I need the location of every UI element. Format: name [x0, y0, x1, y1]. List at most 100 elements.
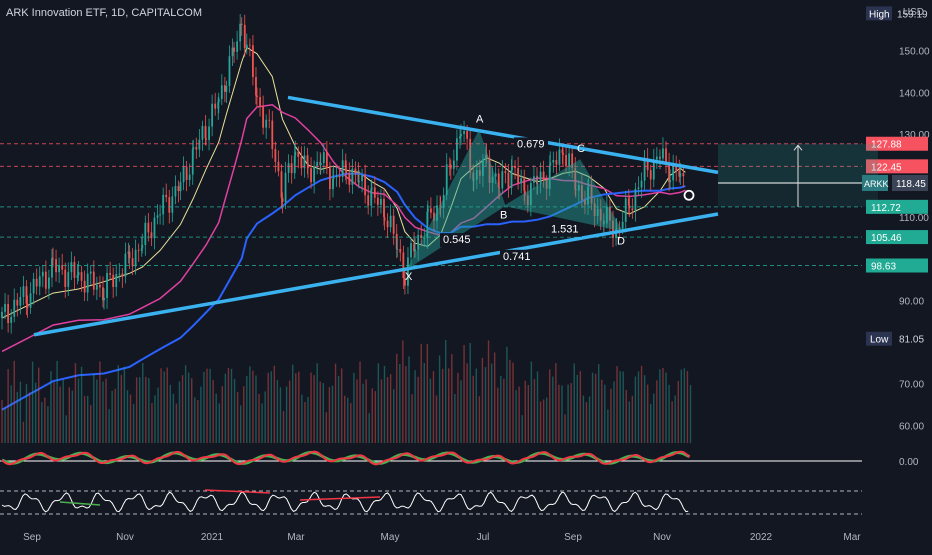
ratio-label-bg [548, 222, 582, 237]
volume-bar [423, 362, 425, 443]
candle-body [520, 178, 523, 184]
volume-bar [93, 373, 95, 443]
candle-body [587, 186, 590, 188]
ratio-label-bg [500, 249, 534, 264]
volume-bar [607, 409, 609, 443]
candle-body [590, 186, 593, 204]
candle-body [504, 171, 507, 173]
candle-body [188, 174, 191, 181]
candle-body [131, 258, 134, 267]
time-axis[interactable]: Sep Nov 2021 Mar May Jul Sep Nov 2022 Mar [23, 532, 861, 543]
volume-bar [674, 395, 676, 443]
volume-bar [77, 378, 80, 443]
volume-bar [481, 357, 484, 443]
candle-body [552, 160, 555, 163]
candle-body [548, 165, 551, 189]
price-tick-label: 130.00 [899, 130, 930, 141]
time-tick-label: Mar [287, 532, 305, 543]
candle-body [115, 274, 118, 288]
candle-body [472, 179, 475, 181]
volume-bar [573, 363, 575, 443]
candle-body [102, 287, 104, 301]
divergence-line [59, 501, 101, 506]
rsi-line[interactable] [1, 491, 689, 513]
volume-bar [598, 364, 600, 443]
candle-body [262, 106, 265, 128]
oscillator-line-red [1, 450, 691, 466]
volume-bar [386, 377, 389, 443]
candle-body [61, 265, 64, 270]
candle-body [127, 251, 130, 254]
last-price-label: 118.45 [896, 179, 926, 190]
candle-body [459, 136, 461, 139]
candle-body [13, 299, 16, 317]
volume-bar [591, 372, 594, 443]
candle-body [367, 195, 370, 206]
candles[interactable] [1, 14, 685, 334]
candle-body [52, 258, 54, 260]
pattern-ratio-label: 0.679 [517, 138, 545, 150]
pattern-point-x: X [405, 271, 413, 283]
candle-body [627, 198, 630, 206]
volume-bar [487, 340, 490, 443]
lower-trendline[interactable] [33, 212, 719, 337]
volume-bar [646, 384, 649, 443]
volume-bar [187, 372, 190, 443]
volume-bar [41, 401, 43, 443]
price-tick-label: 60.00 [899, 421, 924, 432]
currency-label[interactable]: USD [902, 7, 924, 18]
candle-body [300, 156, 303, 169]
candle-body [539, 171, 542, 184]
volume-bar [353, 372, 355, 443]
candle-body [501, 171, 504, 189]
volume-bar [383, 365, 386, 443]
candle-body [605, 206, 608, 224]
price-axis[interactable]: 150.00 140.00 130.00 110.00 90.00 70.00 60.00 [899, 47, 930, 433]
volume-bar [530, 361, 533, 443]
candle-body [426, 211, 429, 238]
volume-bar [301, 394, 303, 443]
pattern-ratio-label: 1.531 [551, 224, 579, 236]
volume-bar [628, 401, 630, 443]
divergence-line [204, 489, 271, 494]
oscillator-pane[interactable] [1, 450, 691, 466]
volume-bar [420, 343, 422, 443]
volume-bar [582, 395, 585, 443]
candle-body [287, 163, 290, 173]
volume-bar [261, 403, 263, 443]
candle-body [225, 85, 228, 92]
candle-body [41, 271, 44, 277]
harmonic-pattern[interactable]: X A B C D 0.545 0.679 1.531 0.741 [405, 114, 625, 283]
volume-bar [334, 363, 337, 443]
candle-body [208, 126, 210, 140]
candle-body [310, 168, 312, 183]
level-lines[interactable]: 127.88 122.45 112.72 105.46 98.63 [0, 136, 928, 273]
volume-bar [227, 367, 230, 443]
volume-bar [243, 386, 245, 443]
volume-bar [178, 381, 181, 443]
volume-bars[interactable] [1, 340, 692, 443]
last-price-bg [892, 174, 928, 191]
volume-bar [613, 381, 615, 443]
volume-bar [249, 366, 251, 443]
volume-bar [668, 384, 670, 443]
candle-body [396, 248, 399, 250]
candle-body [220, 85, 223, 99]
candle-body [165, 194, 168, 198]
volume-bar [368, 413, 370, 443]
volume-bar [212, 379, 214, 443]
candle-body [361, 174, 363, 182]
volume-bar [350, 402, 352, 443]
upper-trendline[interactable] [287, 95, 719, 175]
volume-bar [102, 381, 104, 443]
candle-body [386, 220, 389, 228]
volume-bar [166, 367, 168, 443]
candle-body [517, 168, 520, 184]
volume-bar [209, 368, 211, 443]
candle-body [19, 296, 22, 306]
reload-icon[interactable] [683, 189, 695, 201]
volume-bar [643, 375, 646, 443]
candle-body [141, 244, 144, 249]
